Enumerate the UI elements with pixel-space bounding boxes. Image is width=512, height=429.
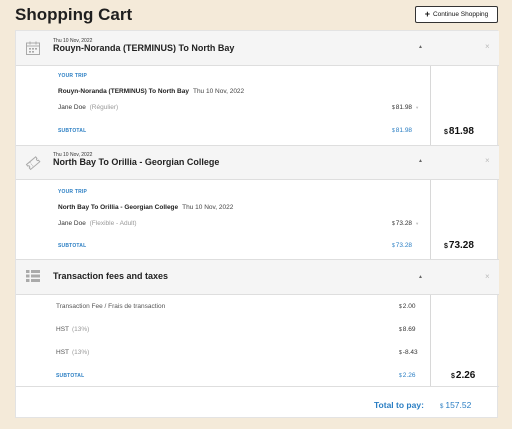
total-to-pay-amount: $157.52	[440, 400, 472, 410]
fee-amount: $-8.43	[399, 349, 418, 356]
trip-2-route-date: Thu 10 Nov, 2022	[182, 204, 234, 211]
fee-item: Transaction Fee / Frais de transaction	[56, 303, 166, 310]
column-divider	[430, 179, 431, 259]
fee-item: HST (13%)	[56, 349, 90, 356]
trip-1-date: Thu 10 Nov, 2022	[53, 38, 93, 44]
trip-2-header[interactable]: Thu 10 Nov, 2022 North Bay To Orillia - …	[16, 146, 499, 179]
trip-1-passenger: Jane Doe (Régulier)	[58, 104, 119, 111]
ticket-icon	[25, 156, 41, 171]
fees-total: $2.26	[451, 370, 476, 381]
trip-1-passenger-price[interactable]: $81.98 ▼	[392, 104, 420, 111]
fee-amount: $2.00	[399, 303, 416, 310]
your-trip-label: YOUR TRIP	[58, 73, 88, 79]
trip-1-route: Rouyn-Noranda (TERMINUS) To North Bay Thu…	[58, 88, 245, 95]
remove-fees-icon[interactable]: ×	[485, 272, 490, 281]
subtotal-label: SUBTOTAL	[56, 373, 85, 379]
chevron-down-icon[interactable]: ▼	[415, 105, 420, 110]
page-title: Shopping Cart	[15, 5, 133, 24]
trip-2-subtotal: $73.28	[392, 242, 413, 249]
list-icon	[26, 270, 40, 282]
trip-1-fare-type: (Régulier)	[89, 104, 119, 111]
collapse-caret-icon[interactable]: ▲	[418, 274, 423, 280]
trip-2-passenger: Jane Doe (Flexible - Adult)	[58, 220, 137, 227]
your-trip-label: YOUR TRIP	[58, 189, 88, 195]
trip-2-fare-type: (Flexible - Adult)	[89, 220, 137, 227]
trip-2-passenger-price[interactable]: $73.28 ▼	[392, 220, 420, 227]
collapse-caret-icon[interactable]: ▲	[418, 44, 423, 50]
divider	[16, 259, 499, 260]
chevron-down-icon[interactable]: ▼	[415, 221, 420, 226]
trip-2-title: North Bay To Orillia - Georgian College	[53, 157, 220, 167]
continue-shopping-button[interactable]: + Continue Shopping	[415, 6, 498, 23]
remove-trip-1-icon[interactable]: ×	[485, 42, 490, 51]
fees-title: Transaction fees and taxes	[53, 271, 169, 281]
total-to-pay-label: Total to pay:	[374, 400, 424, 410]
fee-amount: $8.69	[399, 326, 416, 333]
divider	[16, 65, 499, 66]
trip-1-route-date: Thu 10 Nov, 2022	[192, 88, 245, 95]
calendar-icon	[26, 41, 40, 55]
remove-trip-2-icon[interactable]: ×	[485, 156, 490, 165]
cart-panel: Thu 10 Nov, 2022 Rouyn-Noranda (TERMINUS…	[15, 30, 499, 418]
trip-1-title: Rouyn-Noranda (TERMINUS) To North Bay	[53, 43, 235, 53]
trip-1-total: $81.98	[444, 126, 474, 137]
trip-2-date: Thu 10 Nov, 2022	[53, 152, 93, 158]
collapse-caret-icon[interactable]: ▲	[418, 158, 423, 164]
fees-subtotal: $2.26	[399, 372, 416, 379]
continue-shopping-label: Continue Shopping	[432, 11, 489, 18]
fee-item: HST (13%)	[56, 326, 90, 333]
column-divider	[430, 65, 431, 145]
subtotal-label: SUBTOTAL	[58, 243, 87, 249]
trip-2-route: North Bay To Orillia - Georgian College T…	[58, 204, 234, 211]
divider	[16, 294, 499, 295]
divider	[16, 386, 499, 387]
plus-icon: +	[424, 9, 430, 19]
divider	[16, 179, 499, 180]
trip-1-header[interactable]: Thu 10 Nov, 2022 Rouyn-Noranda (TERMINUS…	[16, 31, 499, 65]
column-divider	[430, 294, 431, 386]
trip-2-total: $73.28	[444, 240, 474, 251]
subtotal-label: SUBTOTAL	[58, 128, 87, 134]
trip-1-subtotal: $81.98	[392, 127, 413, 134]
divider	[16, 145, 499, 146]
fees-header[interactable]: Transaction fees and taxes ▲ ×	[16, 260, 499, 294]
